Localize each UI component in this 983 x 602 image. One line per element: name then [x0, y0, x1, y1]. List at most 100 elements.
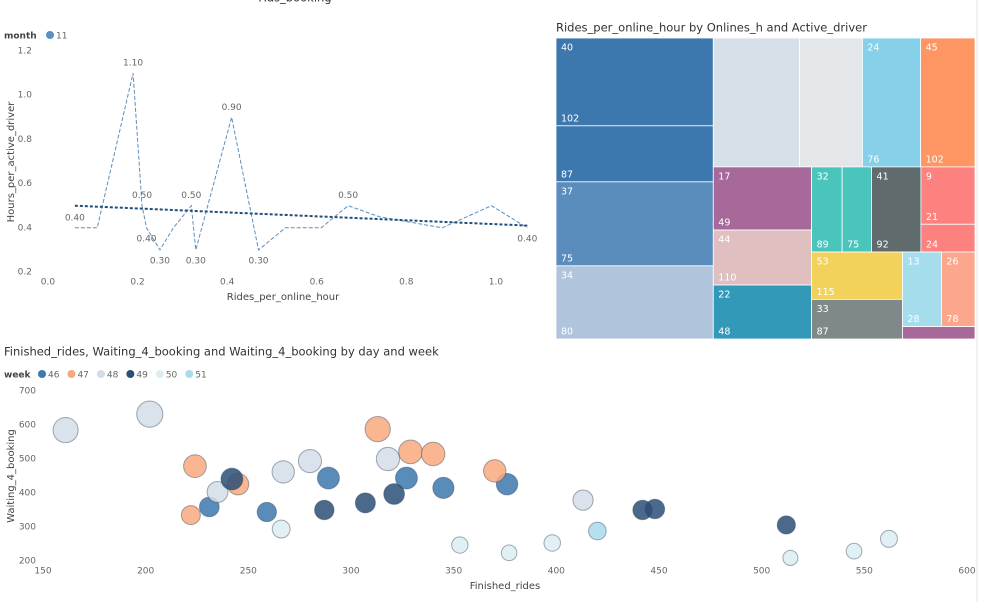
x-tick-label: 150 — [34, 567, 51, 577]
tile-label: 53 — [817, 257, 829, 268]
tile — [871, 166, 922, 253]
tile-label: 48 — [718, 327, 730, 338]
trend-line — [74, 204, 528, 227]
bubble — [383, 483, 405, 505]
x-tick-label: 0.8 — [399, 278, 414, 288]
data-label: 0.30 — [186, 256, 206, 266]
legend-swatch — [96, 370, 105, 378]
x-tick-label: 450 — [650, 567, 667, 577]
bubble — [398, 439, 423, 465]
legend-label: 46 — [48, 371, 60, 381]
tile-label: 75 — [561, 253, 573, 264]
data-label: 0.50 — [132, 191, 152, 201]
x-tick-label: 250 — [240, 567, 257, 577]
data-label: 0.30 — [150, 256, 170, 266]
y-tick-label: 0.2 — [18, 268, 32, 278]
data-label: 0.40 — [517, 234, 537, 244]
bubble — [432, 476, 455, 499]
y-axis-title: Hours_per_active_driver — [6, 101, 17, 223]
legend-title: week — [4, 371, 32, 381]
x-tick-label: 200 — [137, 567, 154, 577]
bubble — [845, 542, 863, 560]
tile-label: 24 — [926, 240, 938, 251]
bubble — [271, 460, 295, 484]
data-label: 0.30 — [248, 256, 268, 266]
bubble — [220, 467, 244, 491]
bubble — [52, 417, 79, 444]
tile — [920, 223, 976, 253]
tile — [555, 37, 714, 127]
tile-label: 49 — [718, 218, 730, 229]
legend-title: month — [4, 32, 37, 42]
y-tick-label: 600 — [19, 421, 36, 431]
tile-label: 102 — [561, 113, 579, 124]
tile-label: 32 — [817, 171, 829, 182]
tile-label: 78 — [946, 314, 958, 325]
bubble — [180, 505, 201, 526]
bubble — [543, 534, 561, 552]
scatter-title: Finished_rides, Waiting_4_booking and Wa… — [4, 345, 439, 359]
bubble — [782, 549, 799, 566]
y-tick-label: 0.6 — [18, 179, 33, 189]
bubble — [297, 448, 322, 474]
tile-label: 75 — [847, 240, 859, 251]
data-label: 0.40 — [65, 213, 85, 223]
tile — [902, 251, 942, 327]
tile-label: 76 — [867, 154, 879, 165]
x-tick-label: 300 — [342, 567, 359, 577]
y-tick-label: 0.4 — [18, 223, 33, 233]
bubble — [314, 499, 335, 521]
y-tick-label: 0.8 — [18, 135, 33, 145]
bubble — [256, 501, 277, 523]
y-tick-label: 700 — [19, 387, 36, 397]
tile-label: 13 — [907, 257, 919, 268]
legend-label: 50 — [166, 371, 178, 381]
y-tick-label: 500 — [19, 455, 36, 465]
bubble — [394, 466, 418, 490]
tile-label: 80 — [561, 327, 573, 338]
data-label: 1.10 — [123, 59, 143, 69]
data-label: 0.40 — [136, 234, 156, 244]
tile — [712, 37, 800, 168]
x-tick-label: 0.6 — [310, 278, 325, 288]
bubble — [364, 415, 391, 443]
data-label: 0.50 — [338, 191, 358, 201]
x-tick-label: 500 — [753, 567, 770, 577]
y-tick-label: 300 — [19, 523, 36, 533]
x-tick-label: 0.0 — [41, 278, 56, 288]
tile-label: 24 — [867, 43, 879, 54]
x-tick-label: 1.0 — [489, 278, 504, 288]
x-axis-title: Rides_per_online_hour — [227, 292, 340, 303]
tile — [902, 326, 976, 340]
bubble — [451, 536, 469, 554]
bubble — [776, 515, 796, 535]
data-label: 0.50 — [181, 191, 201, 201]
tile — [555, 265, 714, 340]
bubble — [880, 529, 898, 548]
tile-label: 44 — [718, 235, 730, 246]
line-chart-title: Has_booking — [258, 0, 331, 5]
bubble — [500, 544, 518, 562]
bubble — [183, 454, 207, 479]
x-axis-title: Finished_rides — [470, 581, 541, 592]
data-label: 0.90 — [222, 103, 242, 113]
y-tick-label: 1.0 — [18, 91, 33, 101]
tile — [941, 251, 976, 327]
tile-label: 34 — [561, 270, 573, 281]
tile-label: 41 — [877, 171, 889, 182]
tile-label: 40 — [561, 43, 573, 54]
y-tick-label: 1.2 — [18, 47, 32, 57]
tile-label: 110 — [718, 273, 736, 284]
legend-label: 11 — [56, 32, 67, 42]
tile — [799, 37, 863, 168]
bubble — [206, 481, 229, 503]
bubble — [483, 459, 507, 483]
x-tick-label: 600 — [958, 567, 975, 577]
tile-label: 9 — [926, 171, 932, 182]
treemap-title: Rides_per_online_hour by Onlines_h and A… — [556, 21, 867, 35]
legend-label: 51 — [195, 371, 206, 381]
tile-label: 28 — [907, 314, 919, 325]
bubble — [354, 492, 376, 514]
tile — [555, 125, 714, 183]
